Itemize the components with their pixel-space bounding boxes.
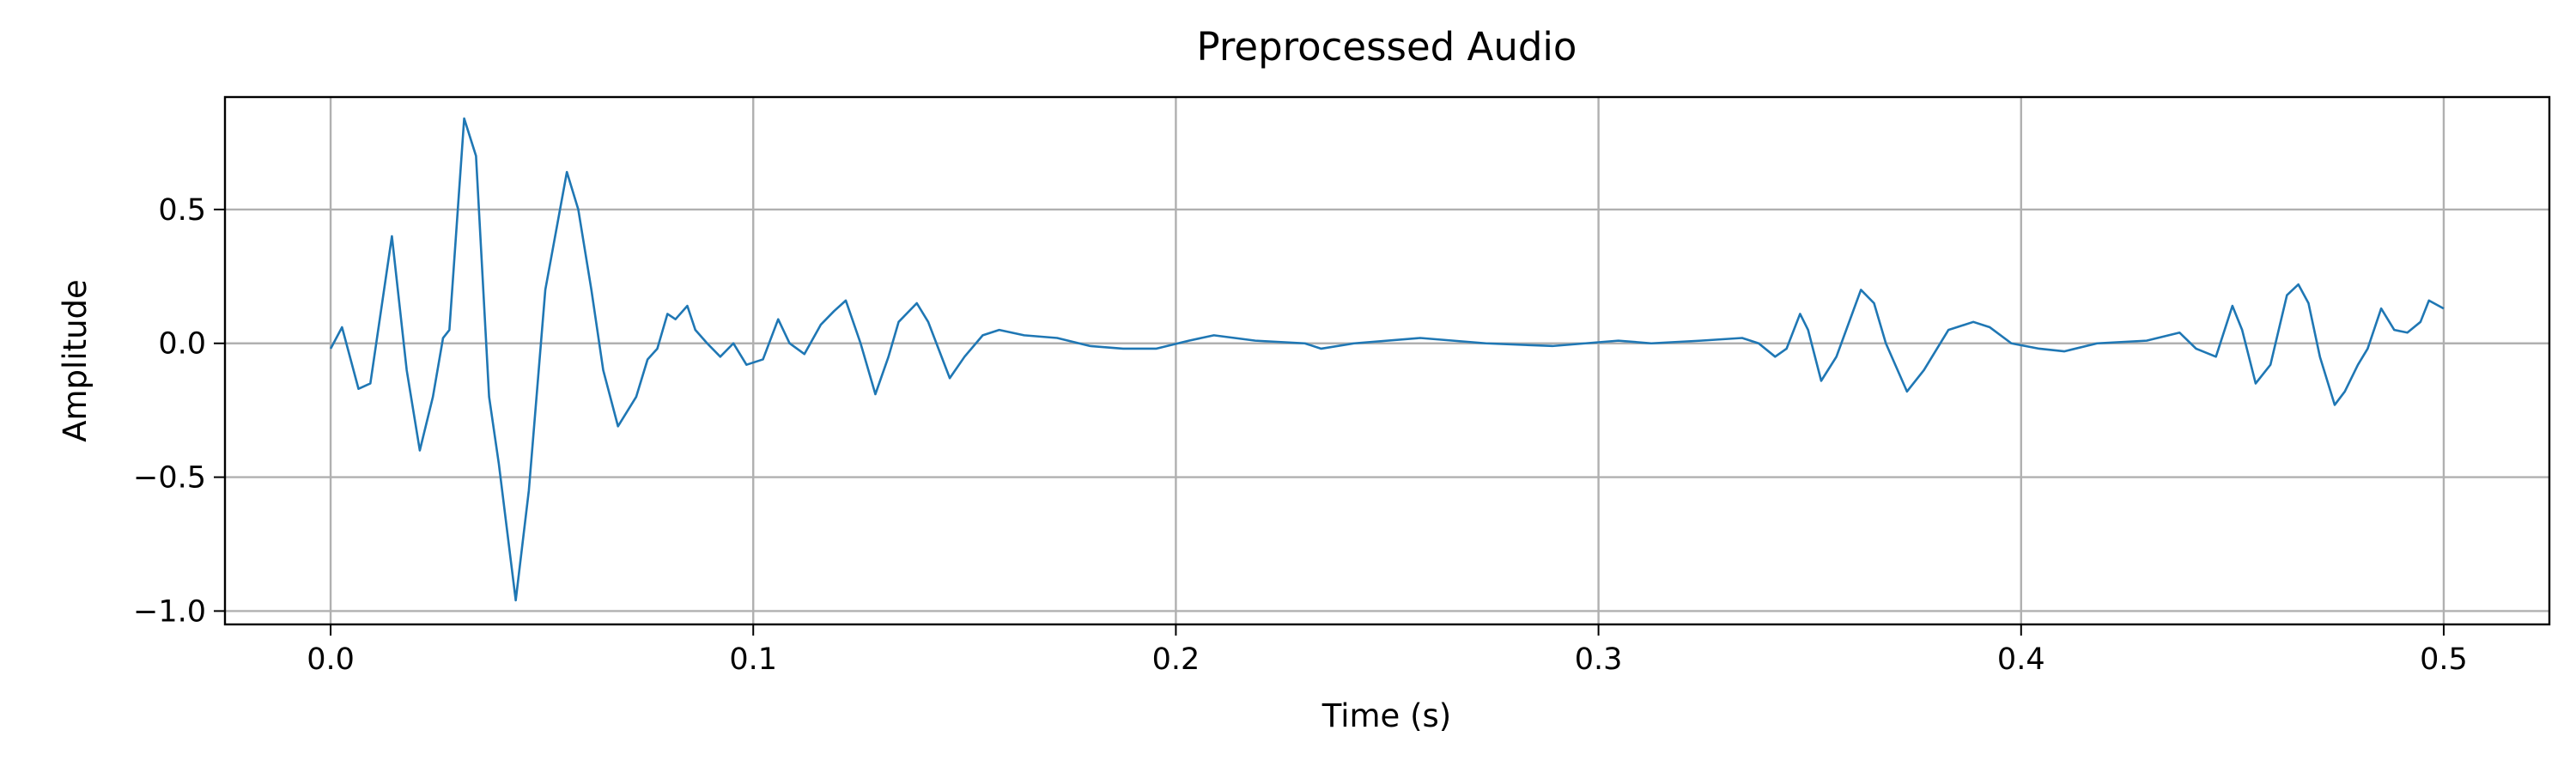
x-tick-label: 0.4 — [1997, 642, 2045, 677]
y-tick-label: −0.5 — [133, 461, 206, 496]
x-tick-label: 0.1 — [729, 642, 777, 677]
y-tick-label: 0.5 — [158, 193, 206, 228]
x-tick-label: 0.2 — [1152, 642, 1200, 677]
y-tick-label: 0.0 — [158, 327, 206, 362]
x-tick-label: 0.3 — [1575, 642, 1623, 677]
x-axis-label: Time (s) — [1321, 697, 1451, 734]
plot-frame — [223, 95, 2551, 626]
x-tick-label: 0.0 — [307, 642, 355, 677]
y-tick-label: −1.0 — [133, 594, 206, 629]
x-tick-label: 0.5 — [2420, 642, 2468, 677]
y-axis-label: Amplitude — [57, 279, 94, 442]
chart-title: Preprocessed Audio — [1197, 24, 1577, 70]
waveform-line — [329, 117, 2445, 602]
